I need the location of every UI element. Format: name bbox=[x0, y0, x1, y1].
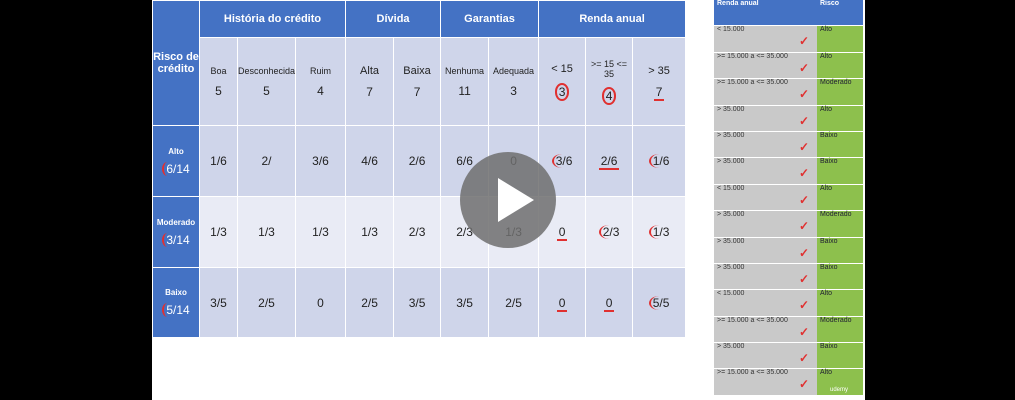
table-cell: 2/ bbox=[237, 125, 296, 197]
table-cell: 2/6 bbox=[585, 125, 634, 197]
check-mark-icon: ✓ bbox=[798, 139, 809, 154]
check-mark-icon: ✓ bbox=[798, 60, 809, 75]
dataset-table: Renda anual Risco < 15.000 ✓ Alto >= 15.00… bbox=[714, 0, 863, 396]
table-row: >= 15.000 a <= 35.000 ✓ Moderado bbox=[714, 316, 863, 344]
row-header-alto: Alto 6/14 bbox=[152, 125, 200, 197]
table-row: < 15.000 ✓ Alto bbox=[714, 184, 863, 212]
check-mark-icon: ✓ bbox=[798, 324, 809, 339]
table-cell: 3/5 bbox=[199, 267, 238, 338]
table-cell: 2/5 bbox=[345, 267, 395, 338]
subcol-adequada: Adequada 3 bbox=[488, 37, 540, 126]
group-historia: História do crédito bbox=[198, 0, 347, 38]
side-header-renda: Renda anual bbox=[714, 0, 817, 27]
table-cell: 2/5 bbox=[488, 267, 540, 338]
probability-table: Risco de crédito História do crédito Dív… bbox=[152, 0, 687, 338]
check-mark-icon: ✓ bbox=[798, 271, 809, 286]
table-cell: 0 bbox=[585, 267, 634, 338]
table-row: > 35.000 ✓ Baixo bbox=[714, 237, 863, 264]
check-mark-icon: ✓ bbox=[798, 113, 809, 128]
row-header-baixo: Baixo 5/14 bbox=[152, 267, 200, 338]
table-cell: 2/3 bbox=[585, 196, 634, 268]
subcol-gt35: > 35 7 bbox=[632, 37, 687, 126]
table-cell: 3/5 bbox=[440, 267, 490, 338]
table-row: > 35.000 ✓ Alto bbox=[714, 105, 863, 132]
table-cell: 1/3 bbox=[294, 196, 347, 268]
table-cell: 3/5 bbox=[393, 267, 442, 338]
table-cell: 0 bbox=[294, 267, 347, 338]
group-renda: Renda anual bbox=[538, 0, 687, 38]
table-row: < 15.000 ✓ Alto bbox=[714, 25, 863, 53]
table-row: > 35.000 ✓ Baixo bbox=[714, 131, 863, 159]
subcol-baixa: Baixa 7 bbox=[393, 37, 442, 126]
table-cell: 1/6 bbox=[199, 125, 238, 197]
table-row: > 35.000 ✓ Baixo bbox=[714, 263, 863, 291]
table-cell: 2/3 bbox=[393, 196, 442, 268]
check-mark-icon: ✓ bbox=[798, 298, 809, 313]
check-mark-icon: ✓ bbox=[798, 87, 809, 102]
table-row: >= 15.000 a <= 35.000 ✓ Alto bbox=[714, 368, 863, 396]
row-header-moderado: Moderado 3/14 bbox=[152, 196, 200, 268]
check-mark-icon: ✓ bbox=[798, 219, 809, 234]
check-mark-icon: ✓ bbox=[798, 245, 809, 260]
table-cell: 1/3 bbox=[632, 196, 687, 268]
table-cell: 3/6 bbox=[294, 125, 347, 197]
table-cell: 1/3 bbox=[345, 196, 395, 268]
table-row: >= 15.000 a <= 35.000 ✓ Alto bbox=[714, 52, 863, 80]
table-row: > 35.000 ✓ Moderado bbox=[714, 210, 863, 238]
table-cell: 4/6 bbox=[345, 125, 395, 197]
check-mark-icon: ✓ bbox=[798, 34, 809, 49]
table-cell: 1/3 bbox=[199, 196, 238, 268]
subcol-boa: Boa 5 bbox=[199, 37, 238, 126]
check-mark-icon: ✓ bbox=[798, 166, 809, 181]
table-cell: 1/6 bbox=[632, 125, 687, 197]
subcol-desconhecida: Desconhecida 5 bbox=[237, 37, 296, 126]
table-row: < 15.000 ✓ Alto bbox=[714, 289, 863, 317]
subcol-ruim: Ruim 4 bbox=[294, 37, 347, 126]
table-row: >= 15.000 a <= 35.000 ✓ Moderado bbox=[714, 78, 863, 106]
table-row: > 35.000 ✓ Baixo bbox=[714, 342, 863, 370]
subcol-lt15: < 15 3 bbox=[538, 37, 587, 126]
table-row: > 35.000 ✓ Baixo bbox=[714, 157, 863, 185]
table-cell: 0 bbox=[538, 267, 587, 338]
group-garantias: Garantias bbox=[440, 0, 540, 38]
check-mark-icon: ✓ bbox=[798, 192, 809, 207]
table-cell: 2/6 bbox=[393, 125, 442, 197]
subcol-alta: Alta 7 bbox=[345, 37, 395, 126]
corner-header: Risco de crédito bbox=[152, 0, 200, 126]
table-cell: 5/5 bbox=[632, 267, 687, 338]
check-mark-icon: ✓ bbox=[798, 351, 809, 366]
check-mark-icon: ✓ bbox=[798, 377, 809, 392]
table-cell: 1/3 bbox=[237, 196, 296, 268]
side-header-risco: Risco bbox=[817, 0, 863, 27]
udemy-logo: udemy bbox=[830, 387, 849, 393]
group-divida: Dívida bbox=[345, 0, 442, 38]
subcol-15to35: >= 15 <= 35 4 bbox=[585, 37, 634, 126]
table-cell: 2/5 bbox=[237, 267, 296, 338]
play-icon[interactable] bbox=[460, 152, 556, 248]
subcol-nenhuma: Nenhuma 11 bbox=[440, 37, 490, 126]
